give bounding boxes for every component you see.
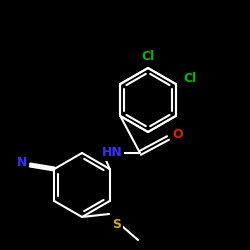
Text: N: N — [17, 156, 27, 168]
Text: HN: HN — [102, 146, 122, 160]
Text: Cl: Cl — [183, 72, 196, 85]
Text: S: S — [112, 218, 122, 230]
Text: Cl: Cl — [142, 50, 154, 62]
Text: O: O — [173, 128, 183, 141]
